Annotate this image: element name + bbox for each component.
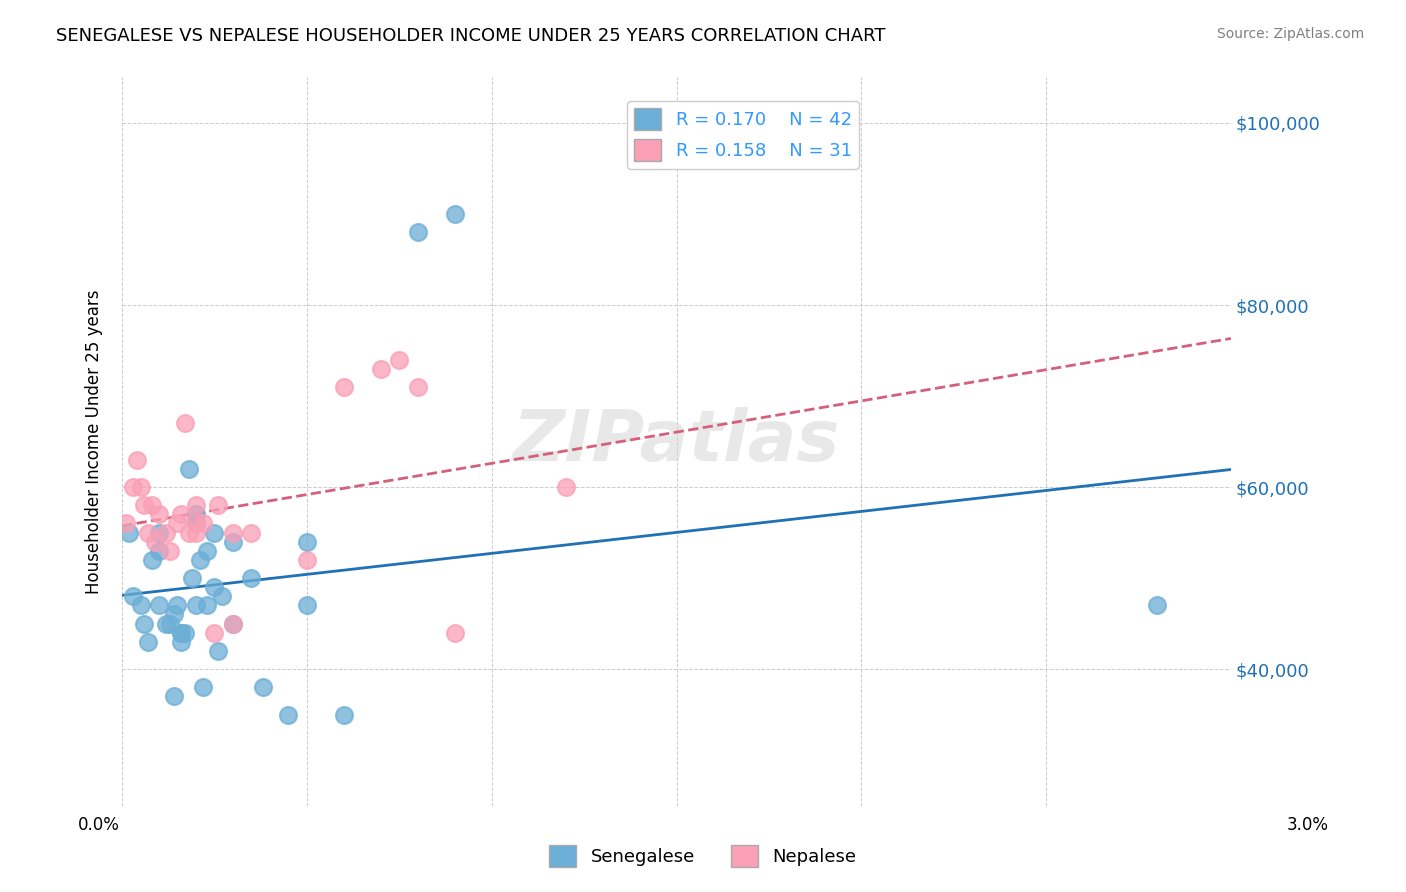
Point [388, 352, 411, 367]
Point [295, 553, 318, 567]
Point [170, 625, 193, 640]
Point [163, 690, 186, 704]
Point [134, 616, 156, 631]
Point [333, 380, 356, 394]
Point [184, 516, 207, 531]
Text: ZIPatlas: ZIPatlas [513, 407, 841, 476]
Point [222, 616, 245, 631]
Point [122, 589, 145, 603]
Legend: Senegalese, Nepalese: Senegalese, Nepalese [543, 838, 863, 874]
Point [155, 525, 177, 540]
Point [184, 599, 207, 613]
Point [333, 707, 356, 722]
Point [184, 516, 207, 531]
Point [295, 599, 318, 613]
Point [222, 534, 245, 549]
Point [122, 480, 145, 494]
Point [252, 681, 274, 695]
Point [143, 534, 166, 549]
Point [170, 625, 193, 640]
Point [184, 498, 207, 512]
Point [443, 625, 465, 640]
Point [173, 417, 195, 431]
Point [211, 589, 233, 603]
Point [155, 616, 177, 631]
Point [125, 452, 148, 467]
Point [188, 553, 211, 567]
Point [193, 516, 215, 531]
Point [170, 508, 193, 522]
Point [177, 462, 200, 476]
Point [148, 525, 170, 540]
Point [136, 525, 159, 540]
Point [181, 571, 204, 585]
Point [184, 525, 207, 540]
Point [204, 580, 226, 594]
Point [141, 498, 163, 512]
Point [166, 516, 188, 531]
Point [114, 516, 136, 531]
Point [163, 607, 186, 622]
Point [222, 616, 245, 631]
Point [170, 635, 193, 649]
Point [240, 571, 263, 585]
Point [222, 525, 245, 540]
Point [1146, 599, 1168, 613]
Point [148, 543, 170, 558]
Point [204, 625, 226, 640]
Point [443, 207, 465, 221]
Point [173, 625, 195, 640]
Point [148, 508, 170, 522]
Point [204, 525, 226, 540]
Point [195, 599, 218, 613]
Point [129, 599, 152, 613]
Point [159, 616, 181, 631]
Point [184, 508, 207, 522]
Point [193, 681, 215, 695]
Point [370, 361, 392, 376]
Point [207, 498, 229, 512]
Legend: R = 0.170    N = 42, R = 0.158    N = 31: R = 0.170 N = 42, R = 0.158 N = 31 [627, 101, 859, 169]
Point [129, 480, 152, 494]
Point [118, 525, 141, 540]
Text: 0.0%: 0.0% [77, 815, 120, 833]
Point [277, 707, 299, 722]
Point [141, 553, 163, 567]
Point [295, 534, 318, 549]
Point [406, 225, 429, 239]
Y-axis label: Householder Income Under 25 years: Householder Income Under 25 years [86, 289, 103, 594]
Point [166, 599, 188, 613]
Point [240, 525, 263, 540]
Point [207, 644, 229, 658]
Point [554, 480, 576, 494]
Text: SENEGALESE VS NEPALESE HOUSEHOLDER INCOME UNDER 25 YEARS CORRELATION CHART: SENEGALESE VS NEPALESE HOUSEHOLDER INCOM… [56, 27, 886, 45]
Point [177, 525, 200, 540]
Point [136, 635, 159, 649]
Point [134, 498, 156, 512]
Point [406, 380, 429, 394]
Text: 3.0%: 3.0% [1286, 815, 1329, 833]
Point [148, 599, 170, 613]
Point [159, 543, 181, 558]
Text: Source: ZipAtlas.com: Source: ZipAtlas.com [1216, 27, 1364, 41]
Point [195, 543, 218, 558]
